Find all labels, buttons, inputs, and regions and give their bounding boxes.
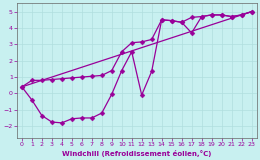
X-axis label: Windchill (Refroidissement éolien,°C): Windchill (Refroidissement éolien,°C): [62, 150, 211, 156]
